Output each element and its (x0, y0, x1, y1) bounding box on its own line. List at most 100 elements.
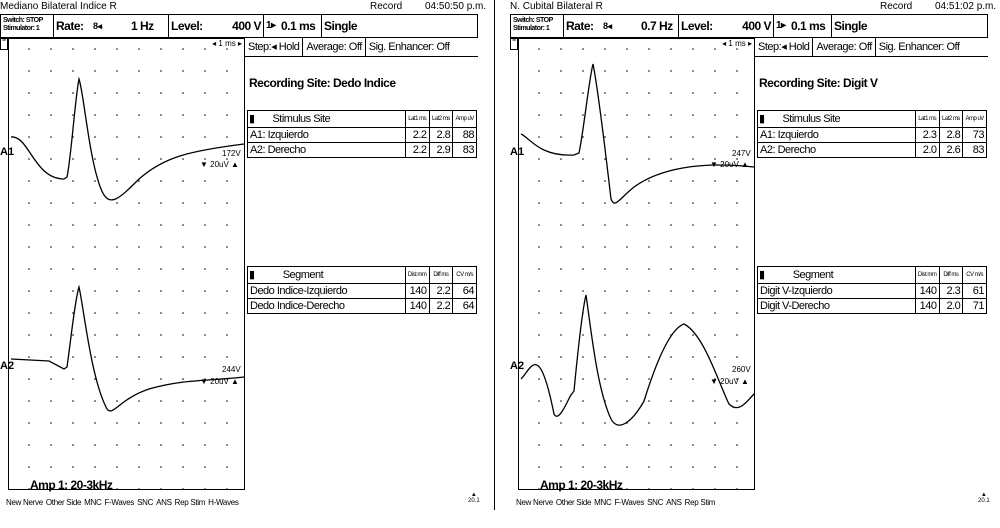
sig-enhancer-toggle[interactable]: Sig. Enhancer: Off (368, 41, 450, 53)
grid-dot (648, 136, 650, 138)
duration-adjust-icon[interactable]: 1▸ (266, 20, 276, 31)
grid-dot (538, 246, 540, 248)
grid-dot (648, 70, 650, 72)
acquisition-settings-bar: Step:◂ Hold Average: Off Sig. Enhancer: Of… (245, 38, 478, 57)
trace-a2[interactable] (10, 284, 245, 412)
stim-mode[interactable]: Single (834, 19, 868, 33)
average-toggle[interactable]: Average: Off (813, 38, 876, 56)
duration-adjust-icon[interactable]: 1▸ (776, 20, 786, 31)
grid-dot (692, 444, 694, 446)
grid-dot (626, 202, 628, 204)
grid-dot (670, 268, 672, 270)
rate-value[interactable]: 1 Hz (131, 19, 154, 33)
grid-dot (626, 48, 628, 50)
grid-dot (582, 356, 584, 358)
grid-dot (714, 378, 716, 380)
table-row[interactable]: Digit V-Derecho 140 2.0 71 (757, 298, 987, 314)
grid-dot (560, 444, 562, 446)
table-row[interactable]: A1: Izquierdo 2.2 2.8 88 (247, 127, 477, 143)
grid-dot (714, 268, 716, 270)
segment-table: ▮ Segment Dist mm Diff ms CV m/s Dedo In… (247, 266, 477, 314)
function-key[interactable]: F-Waves (104, 498, 135, 507)
grid-dot (226, 48, 228, 50)
table-row[interactable]: Dedo Indice-Izquierdo 140 2.2 64 (247, 283, 477, 299)
rate-adjust-icon[interactable]: 8◂ (93, 21, 102, 31)
grid-dot (28, 378, 30, 380)
average-toggle[interactable]: Average: Off (303, 38, 366, 56)
switch-stimulator-status[interactable]: Switch: STOP Stimulator: 1 (3, 17, 43, 39)
function-key[interactable]: Rep Stim (174, 498, 206, 507)
menu-icon[interactable]: ≡ (0, 37, 8, 50)
level-value[interactable]: 400 V (232, 19, 261, 33)
a1-scale-label[interactable]: ▼ 20uV ▲ (200, 160, 239, 169)
table-menu-icon[interactable]: ▮ (759, 269, 765, 281)
grid-dot (94, 70, 96, 72)
rate-adjust-icon[interactable]: 8◂ (603, 21, 612, 31)
lat1-header: Lat1 ms (914, 110, 940, 128)
function-key[interactable]: F-Waves (614, 498, 645, 507)
table-menu-icon[interactable]: ▮ (759, 113, 765, 125)
grid-dot (28, 246, 30, 248)
timebase-label[interactable]: ◂ 1 ms ▸ (722, 39, 752, 48)
step-control[interactable]: Step:◂ Hold (245, 38, 304, 56)
rate-label: Rate: (566, 19, 594, 33)
trace-a1[interactable] (10, 76, 245, 201)
rate-value[interactable]: 0.7 Hz (641, 19, 673, 33)
function-key[interactable]: ANS (666, 498, 682, 507)
function-key[interactable]: New Nerve (6, 498, 43, 507)
table-menu-icon[interactable]: ▮ (249, 269, 255, 281)
function-key[interactable]: H-Waves (208, 498, 239, 507)
function-key[interactable]: New Nerve (516, 498, 553, 507)
grid-dot (116, 466, 118, 468)
timebase-label[interactable]: ◂ 1 ms ▸ (212, 39, 242, 48)
duration-value[interactable]: 0.1 ms (281, 19, 316, 33)
grid-dot (94, 48, 96, 50)
step-control[interactable]: Step:◂ Hold (755, 38, 814, 56)
diff-header: Diff ms (938, 266, 964, 284)
grid-dot (648, 400, 650, 402)
table-row[interactable]: A2: Derecho 2.0 2.6 83 (757, 142, 987, 158)
duration-value[interactable]: 0.1 ms (791, 19, 826, 33)
stimulus-site-table: ▮ Stimulus Site Lat1 ms Lat2 ms Amp uV A… (247, 110, 477, 158)
grid-dot (582, 48, 584, 50)
grid-dot (538, 312, 540, 314)
table-row[interactable]: Digit V-Izquierdo 140 2.3 61 (757, 283, 987, 299)
lat1-value: 2.0 (914, 142, 940, 158)
function-key[interactable]: Other Side (555, 498, 592, 507)
grid-dot (736, 158, 738, 160)
a2-scale-label[interactable]: ▼ 20uV ▲ (710, 377, 749, 386)
a1-scale-label[interactable]: ▼ 20uV ▲ (710, 160, 749, 169)
zoom-indicator[interactable]: ▲ 20.1 (978, 492, 990, 504)
grid-dot (138, 444, 140, 446)
a2-scale-label[interactable]: ▼ 20uV ▲ (200, 377, 239, 386)
grid-dot (714, 466, 716, 468)
table-menu-icon[interactable]: ▮ (249, 113, 255, 125)
trace-a1[interactable] (520, 63, 755, 204)
lat2-header: Lat2 ms (428, 110, 454, 128)
sig-enhancer-toggle[interactable]: Sig. Enhancer: Off (878, 41, 960, 53)
grid-dot (182, 290, 184, 292)
function-key[interactable]: SNC (647, 498, 664, 507)
grid-dot (138, 136, 140, 138)
grid-dot (604, 224, 606, 226)
function-key[interactable]: SNC (137, 498, 154, 507)
grid-dot (204, 466, 206, 468)
function-key[interactable]: Rep Stim (684, 498, 716, 507)
table-row[interactable]: A1: Izquierdo 2.3 2.8 73 (757, 127, 987, 143)
level-value[interactable]: 400 V (742, 19, 771, 33)
trace-a2[interactable] (520, 294, 755, 426)
grid-dot (160, 224, 162, 226)
menu-icon[interactable]: ≡ (510, 37, 518, 50)
table-row[interactable]: A2: Derecho 2.2 2.9 83 (247, 142, 477, 158)
function-key[interactable]: Other Side (45, 498, 82, 507)
grid-dot (582, 92, 584, 94)
zoom-indicator[interactable]: ▲ 20.1 (468, 492, 480, 504)
function-key[interactable]: MNC (84, 498, 102, 507)
grid-dot (714, 224, 716, 226)
function-key[interactable]: MNC (594, 498, 612, 507)
table-row[interactable]: Dedo Indice-Derecho 140 2.2 64 (247, 298, 477, 314)
stim-mode[interactable]: Single (324, 19, 358, 33)
function-key[interactable]: ANS (156, 498, 172, 507)
switch-stimulator-status[interactable]: Switch: STOP Stimulator: 1 (513, 17, 553, 39)
grid-dot (604, 290, 606, 292)
